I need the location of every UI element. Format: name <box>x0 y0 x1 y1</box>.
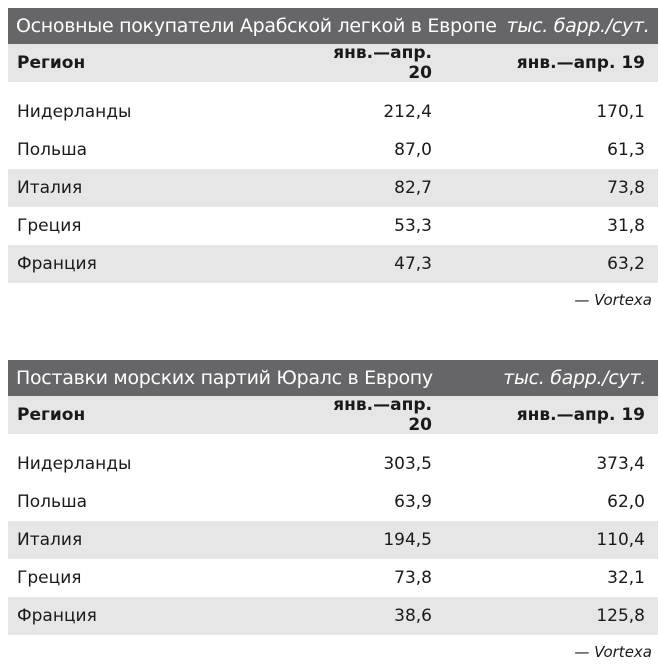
cell-jan-apr-20: 38,6 <box>394 606 432 626</box>
cell-region: Франция <box>17 606 97 626</box>
cell-jan-apr-20: 73,8 <box>394 568 432 588</box>
header-jan-apr-20: янв.—апр. 20 <box>333 43 432 83</box>
cell-jan-apr-20: 303,5 <box>383 454 432 474</box>
table-unit: тыс. барр./сут. <box>503 367 646 389</box>
cell-jan-apr-20: 53,3 <box>394 216 432 236</box>
cell-jan-apr-20: 63,9 <box>394 492 432 512</box>
cell-jan-apr-20: 87,0 <box>394 140 432 160</box>
cell-region: Нидерланды <box>17 454 132 474</box>
header-region: Регион <box>17 405 86 425</box>
cell-jan-apr-19: 73,8 <box>607 178 645 198</box>
source-note: — Vortexa <box>574 643 652 661</box>
cell-jan-apr-19: 62,0 <box>607 492 645 512</box>
cell-jan-apr-20: 194,5 <box>383 530 432 550</box>
table-header-row: Регион янв.—апр. 20 янв.—апр. 19 <box>8 43 658 83</box>
cell-region: Польша <box>17 492 88 512</box>
table-title: Основные покупатели Арабской легкой в Ев… <box>16 15 497 37</box>
cell-region: Италия <box>17 178 83 198</box>
cell-region: Франция <box>17 254 97 274</box>
cell-jan-apr-19: 32,1 <box>607 568 645 588</box>
table-row: Польша 63,9 62,0 <box>8 483 658 521</box>
cell-region: Нидерланды <box>17 102 132 122</box>
arab-light-buyers-table: Основные покупатели Арабской легкой в Ев… <box>8 8 658 317</box>
table-row: Нидерланды 212,4 170,1 <box>8 93 658 131</box>
cell-jan-apr-20: 47,3 <box>394 254 432 274</box>
header-region: Регион <box>17 53 86 73</box>
table-title: Поставки морских партий Юралс в Европу <box>16 367 433 389</box>
cell-jan-apr-19: 63,2 <box>607 254 645 274</box>
table-row: Греция 53,3 31,8 <box>8 207 658 245</box>
table-row: Франция 47,3 63,2 <box>8 245 658 283</box>
cell-jan-apr-19: 110,4 <box>596 530 645 550</box>
header-jan-apr-19: янв.—апр. 19 <box>516 53 645 73</box>
table-header-row: Регион янв.—апр. 20 янв.—апр. 19 <box>8 395 658 435</box>
cell-jan-apr-19: 170,1 <box>596 102 645 122</box>
cell-jan-apr-19: 61,3 <box>607 140 645 160</box>
cell-region: Греция <box>17 216 82 236</box>
cell-jan-apr-19: 373,4 <box>596 454 645 474</box>
cell-jan-apr-20: 212,4 <box>383 102 432 122</box>
header-jan-apr-19: янв.—апр. 19 <box>516 405 645 425</box>
table-row: Греция 73,8 32,1 <box>8 559 658 597</box>
cell-jan-apr-19: 125,8 <box>596 606 645 626</box>
cell-region: Италия <box>17 530 83 550</box>
cell-region: Греция <box>17 568 82 588</box>
table-row: Италия 194,5 110,4 <box>8 521 658 559</box>
table-row: Франция 38,6 125,8 <box>8 597 658 635</box>
cell-region: Польша <box>17 140 88 160</box>
source-note: — Vortexa <box>574 291 652 309</box>
table-row: Нидерланды 303,5 373,4 <box>8 445 658 483</box>
table-unit: тыс. барр./сут. <box>506 15 650 37</box>
cell-jan-apr-19: 31,8 <box>607 216 645 236</box>
table-row: Италия 82,7 73,8 <box>8 169 658 207</box>
table-row: Польша 87,0 61,3 <box>8 131 658 169</box>
table-title-bar: Поставки морских партий Юралс в Европу т… <box>8 360 658 396</box>
cell-jan-apr-20: 82,7 <box>394 178 432 198</box>
urals-deliveries-table: Поставки морских партий Юралс в Европу т… <box>8 360 658 669</box>
table-title-bar: Основные покупатели Арабской легкой в Ев… <box>8 8 658 44</box>
header-jan-apr-20: янв.—апр. 20 <box>333 395 432 435</box>
